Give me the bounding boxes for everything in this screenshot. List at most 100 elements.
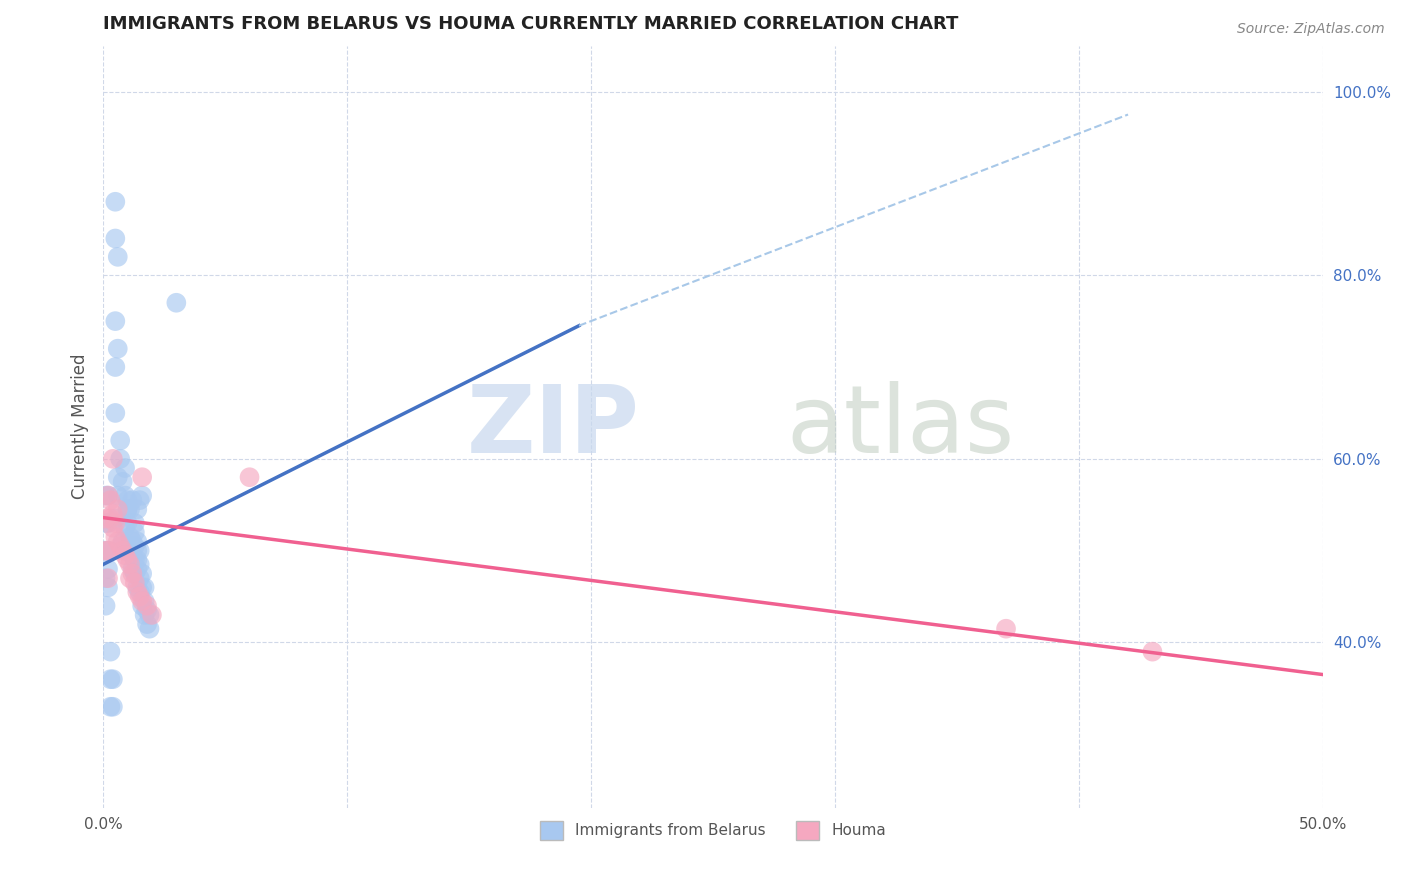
Point — [107, 489, 129, 503]
Point — [134, 607, 156, 622]
Point — [101, 521, 124, 535]
Point — [118, 571, 141, 585]
Point — [127, 581, 149, 595]
Point — [1142, 645, 1164, 659]
Text: IMMIGRANTS FROM BELARUS VS HOUMA CURRENTLY MARRIED CORRELATION CHART: IMMIGRANTS FROM BELARUS VS HOUMA CURRENT… — [103, 15, 959, 33]
Point — [121, 493, 143, 508]
Point — [127, 502, 149, 516]
Point — [104, 530, 127, 544]
Point — [94, 543, 117, 558]
Point — [97, 571, 120, 585]
Point — [97, 489, 120, 503]
Point — [97, 562, 120, 576]
Point — [117, 493, 139, 508]
Point — [108, 451, 131, 466]
Point — [100, 511, 122, 525]
Point — [136, 603, 159, 617]
Point — [127, 562, 149, 576]
Point — [97, 516, 120, 530]
Point — [107, 470, 129, 484]
Point — [94, 511, 117, 525]
Point — [114, 489, 136, 503]
Point — [111, 543, 134, 558]
Point — [104, 314, 127, 328]
Point — [128, 558, 150, 572]
Y-axis label: Currently Married: Currently Married — [72, 354, 89, 500]
Point — [127, 543, 149, 558]
Point — [118, 530, 141, 544]
Point — [124, 566, 146, 581]
Legend: Immigrants from Belarus, Houma: Immigrants from Belarus, Houma — [534, 815, 893, 846]
Point — [101, 507, 124, 521]
Point — [94, 489, 117, 503]
Point — [107, 342, 129, 356]
Point — [100, 645, 122, 659]
Text: atlas: atlas — [786, 381, 1015, 473]
Point — [131, 489, 153, 503]
Point — [134, 594, 156, 608]
Point — [114, 543, 136, 558]
Point — [101, 451, 124, 466]
Point — [121, 548, 143, 562]
Point — [118, 543, 141, 558]
Point — [107, 502, 129, 516]
Point — [104, 194, 127, 209]
Point — [114, 461, 136, 475]
Point — [141, 607, 163, 622]
Point — [104, 231, 127, 245]
Point — [128, 571, 150, 585]
Point — [117, 502, 139, 516]
Point — [100, 493, 122, 508]
Point — [94, 543, 117, 558]
Point — [136, 599, 159, 613]
Point — [121, 534, 143, 549]
Point — [94, 571, 117, 585]
Point — [108, 539, 131, 553]
Point — [100, 699, 122, 714]
Point — [124, 525, 146, 540]
Point — [97, 581, 120, 595]
Point — [107, 250, 129, 264]
Point — [124, 516, 146, 530]
Point — [117, 502, 139, 516]
Point — [114, 521, 136, 535]
Point — [128, 543, 150, 558]
Point — [97, 543, 120, 558]
Point — [101, 699, 124, 714]
Point — [134, 581, 156, 595]
Point — [131, 594, 153, 608]
Point — [128, 585, 150, 599]
Text: ZIP: ZIP — [467, 381, 640, 473]
Point — [107, 534, 129, 549]
Point — [238, 470, 260, 484]
Point — [138, 607, 160, 622]
Point — [128, 493, 150, 508]
Point — [104, 359, 127, 374]
Point — [128, 590, 150, 604]
Point — [121, 562, 143, 576]
Point — [131, 470, 153, 484]
Point — [111, 534, 134, 549]
Point — [127, 553, 149, 567]
Point — [995, 622, 1018, 636]
Point — [97, 489, 120, 503]
Point — [94, 599, 117, 613]
Point — [101, 672, 124, 686]
Text: Source: ZipAtlas.com: Source: ZipAtlas.com — [1237, 22, 1385, 37]
Point — [127, 585, 149, 599]
Point — [104, 516, 127, 530]
Point — [121, 566, 143, 581]
Point — [124, 539, 146, 553]
Point — [118, 558, 141, 572]
Point — [111, 475, 134, 489]
Point — [97, 543, 120, 558]
Point — [118, 502, 141, 516]
Point — [136, 617, 159, 632]
Point — [117, 516, 139, 530]
Point — [104, 511, 127, 525]
Point — [104, 406, 127, 420]
Point — [127, 534, 149, 549]
Point — [108, 434, 131, 448]
Point — [131, 581, 153, 595]
Point — [117, 553, 139, 567]
